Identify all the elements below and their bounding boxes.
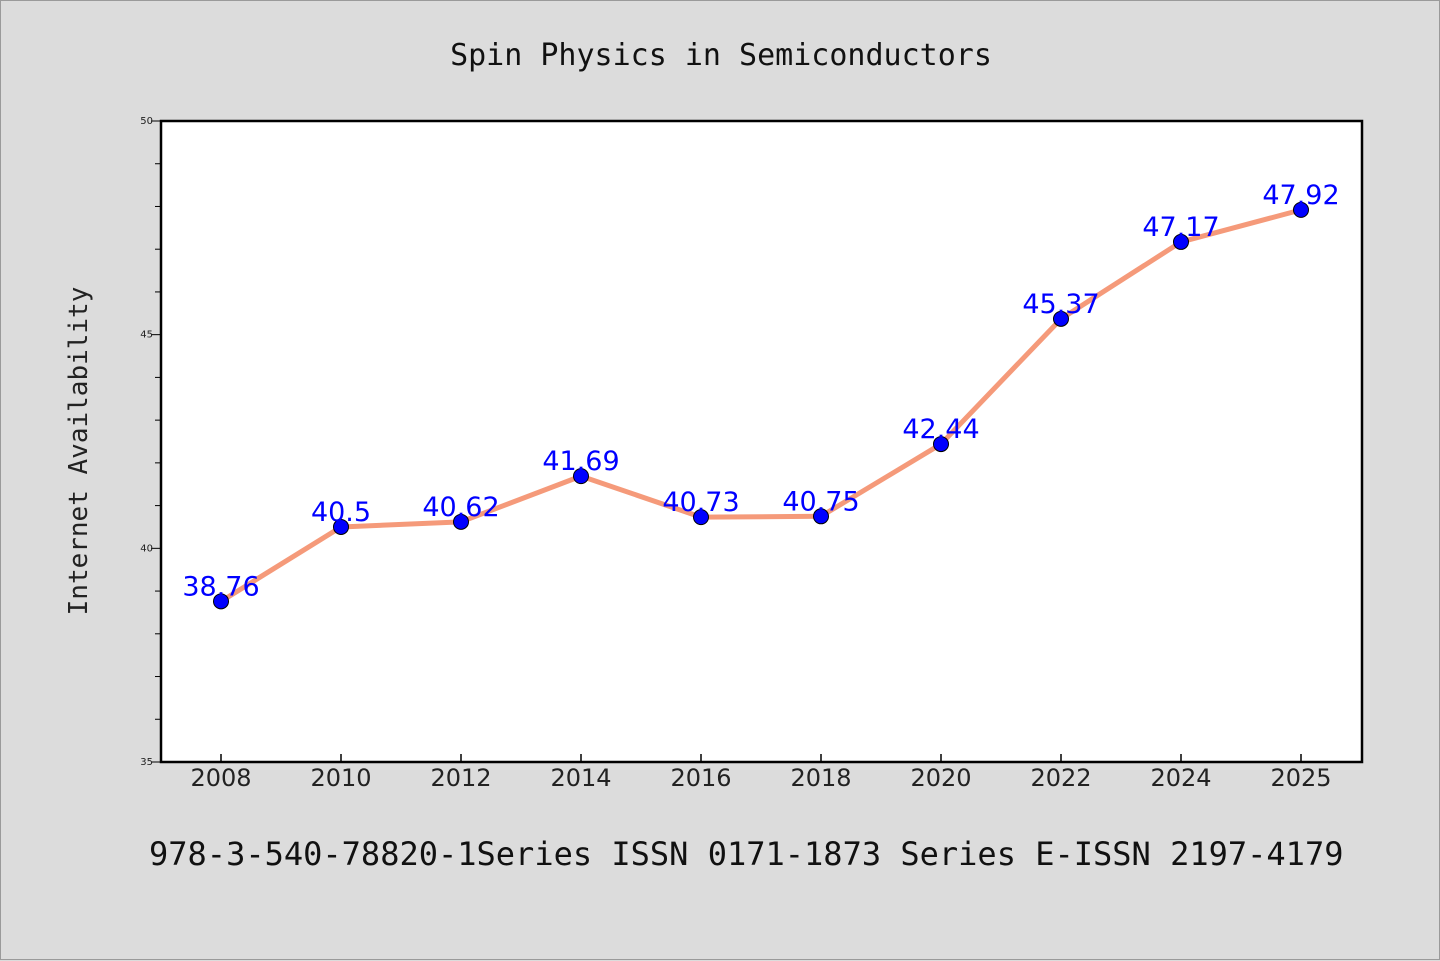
- data-label: 38.76: [182, 571, 259, 602]
- chart-title: Spin Physics in Semiconductors: [450, 38, 992, 73]
- plot-area: [159, 119, 1364, 764]
- data-point: [573, 468, 589, 485]
- series-line: [218, 207, 1304, 604]
- x-tick-label: 2018: [790, 764, 851, 792]
- x-tick-label: 2022: [1030, 764, 1091, 792]
- data-point: [213, 593, 229, 610]
- y-tick-label: 50: [140, 116, 153, 127]
- data-label: 47.92: [1262, 180, 1339, 211]
- data-markers: [213, 201, 1309, 610]
- data-labels: 38.76 40.5 40.62 41.69 40.73 40.75 42.44 45.37 4…: [182, 180, 1339, 602]
- data-point: [1173, 233, 1189, 250]
- x-tick-label: 2025: [1270, 764, 1331, 792]
- y-tick-label: 35: [140, 757, 153, 768]
- y-tick-label: 40: [140, 543, 153, 554]
- x-tick-label: 2012: [430, 764, 491, 792]
- data-point: [813, 508, 829, 525]
- x-tick-label: 2008: [190, 764, 251, 792]
- data-label: 40.5: [311, 497, 371, 528]
- data-label: 47.17: [1142, 212, 1219, 243]
- data-label: 45.37: [1022, 289, 1099, 320]
- data-point: [1293, 201, 1309, 218]
- data-point: [933, 436, 949, 453]
- data-label: 40.75: [782, 486, 859, 517]
- data-point: [333, 518, 349, 535]
- data-point: [693, 509, 709, 526]
- x-tick-label: 2014: [550, 764, 611, 792]
- y-axis-label: Internet Availability: [64, 287, 94, 616]
- x-axis: 2008 2010 2012 2014 2016 2018 2020 2022 2024 2025: [190, 754, 1332, 792]
- x-tick-label: 2010: [310, 764, 371, 792]
- x-tick-label: 2020: [910, 764, 971, 792]
- data-point: [1053, 310, 1069, 327]
- data-label: 40.73: [662, 487, 739, 518]
- x-tick-label: 2016: [670, 764, 731, 792]
- y-axis: 35 40 45 50: [140, 116, 161, 768]
- data-label: 40.62: [422, 492, 499, 523]
- data-label: 41.69: [542, 446, 619, 477]
- x-tick-label: 2024: [1150, 764, 1211, 792]
- footer-text: 978-3-540-78820-1Series ISSN 0171-1873 S…: [149, 835, 1343, 873]
- y-tick-label: 45: [140, 330, 153, 341]
- data-point: [453, 513, 469, 530]
- data-label: 42.44: [902, 414, 979, 445]
